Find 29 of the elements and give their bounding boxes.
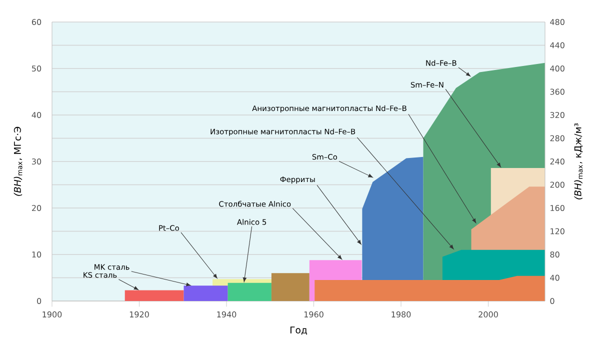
y2-tick-label: 200 [550,182,564,188]
y2-tick-label: 360 [550,88,564,95]
y-tick-label: 60 [32,18,42,26]
y-tick-label: 50 [32,65,42,72]
y2-axis-title: (BH)$_{max}$, кДж/м³ [574,123,583,200]
y2-tick-label: 80 [550,251,560,258]
x-tick-label: 1940 [217,311,236,318]
y-axis-title: (BH)$_{max}$, МГс·Э [14,126,22,196]
y2-tick-label: 160 [550,204,564,212]
y2-tick-label: 320 [550,112,564,118]
y2-tick-label: 0 [550,298,554,304]
x-tick-label: 1960 [304,311,324,318]
x-tick-label: 1980 [392,311,411,318]
y2-tick-label: 480 [550,18,564,26]
x-tick-label: 1920 [130,311,149,318]
y2-tick-label: 400 [550,65,564,72]
x-axis-title: Год [290,326,307,335]
y2-tick-label: 120 [550,228,564,234]
y-tick-label: 30 [32,158,42,165]
y2-tick-label: 240 [550,158,564,165]
y2-tick-label: 40 [550,274,560,281]
y-tick-label: 0 [37,298,42,304]
x-tick-label: 2000 [478,311,498,318]
x-tick-label: 1900 [42,311,62,318]
y2-tick-label: 280 [550,135,564,142]
y-tick-label: 10 [32,251,42,258]
y2-tick-label: 440 [550,42,564,48]
y-tick-label: 20 [32,204,42,212]
y-tick-label: 40 [32,112,42,118]
